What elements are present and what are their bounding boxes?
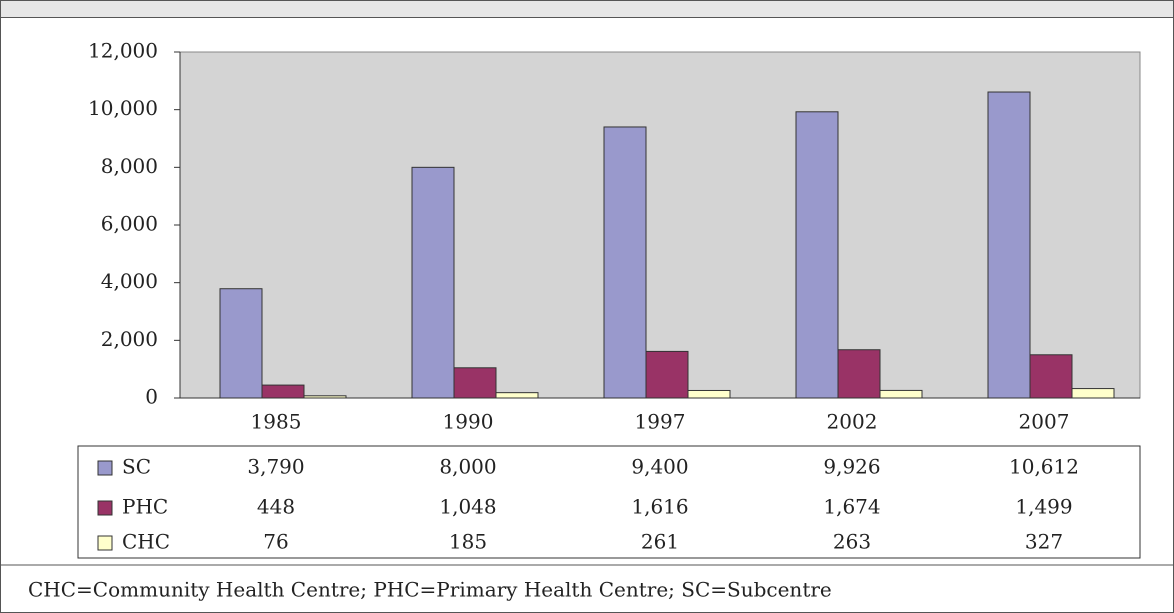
- bar: [1029, 354, 1073, 399]
- y-tick-label: 12,000: [88, 39, 158, 63]
- bar: [453, 367, 497, 399]
- table-value: 76: [263, 530, 288, 554]
- y-tick-label: 0: [145, 385, 158, 409]
- bar: [645, 350, 689, 399]
- bar: [795, 111, 839, 399]
- bar: [603, 126, 647, 399]
- legend-swatch: [97, 500, 113, 516]
- table-value: 448: [257, 495, 295, 519]
- bar: [987, 91, 1031, 399]
- x-tick-label: 2007: [1019, 410, 1070, 434]
- x-tick-label: 1990: [443, 410, 494, 434]
- table-value: 9,400: [631, 455, 688, 479]
- y-tick-label: 10,000: [88, 96, 158, 120]
- x-tick-label: 1997: [635, 410, 686, 434]
- y-tick-label: 2,000: [101, 327, 158, 351]
- bar: [1071, 388, 1115, 399]
- data-table: [77, 445, 1141, 559]
- legend-label: SC: [122, 455, 151, 479]
- x-tick-label: 2002: [827, 410, 878, 434]
- plot-area: [179, 51, 1141, 399]
- table-value: 327: [1025, 530, 1063, 554]
- bar: [495, 392, 539, 399]
- x-tick-label: 1985: [251, 410, 302, 434]
- y-tick-label: 6,000: [101, 212, 158, 236]
- table-value: 8,000: [439, 455, 496, 479]
- bar: [879, 389, 923, 399]
- bar: [219, 288, 263, 399]
- header-strip: [0, 0, 1174, 18]
- y-tick-label: 8,000: [101, 154, 158, 178]
- table-value: 1,674: [823, 495, 880, 519]
- legend-swatch: [97, 535, 113, 551]
- legend-label: PHC: [122, 495, 168, 519]
- table-value: 10,612: [1009, 455, 1079, 479]
- table-value: 1,616: [631, 495, 688, 519]
- footnote: CHC=Community Health Centre; PHC=Primary…: [28, 578, 832, 602]
- legend-swatch: [97, 460, 113, 476]
- y-tick-label: 4,000: [101, 269, 158, 293]
- table-value: 1,499: [1015, 495, 1072, 519]
- bar: [261, 384, 305, 399]
- bar: [411, 166, 455, 399]
- table-value: 261: [641, 530, 679, 554]
- table-value: 9,926: [823, 455, 880, 479]
- bar: [687, 389, 731, 399]
- table-value: 3,790: [247, 455, 304, 479]
- table-value: 1,048: [439, 495, 496, 519]
- table-value: 185: [449, 530, 487, 554]
- bar: [837, 349, 881, 399]
- legend-label: CHC: [122, 530, 170, 554]
- table-value: 263: [833, 530, 871, 554]
